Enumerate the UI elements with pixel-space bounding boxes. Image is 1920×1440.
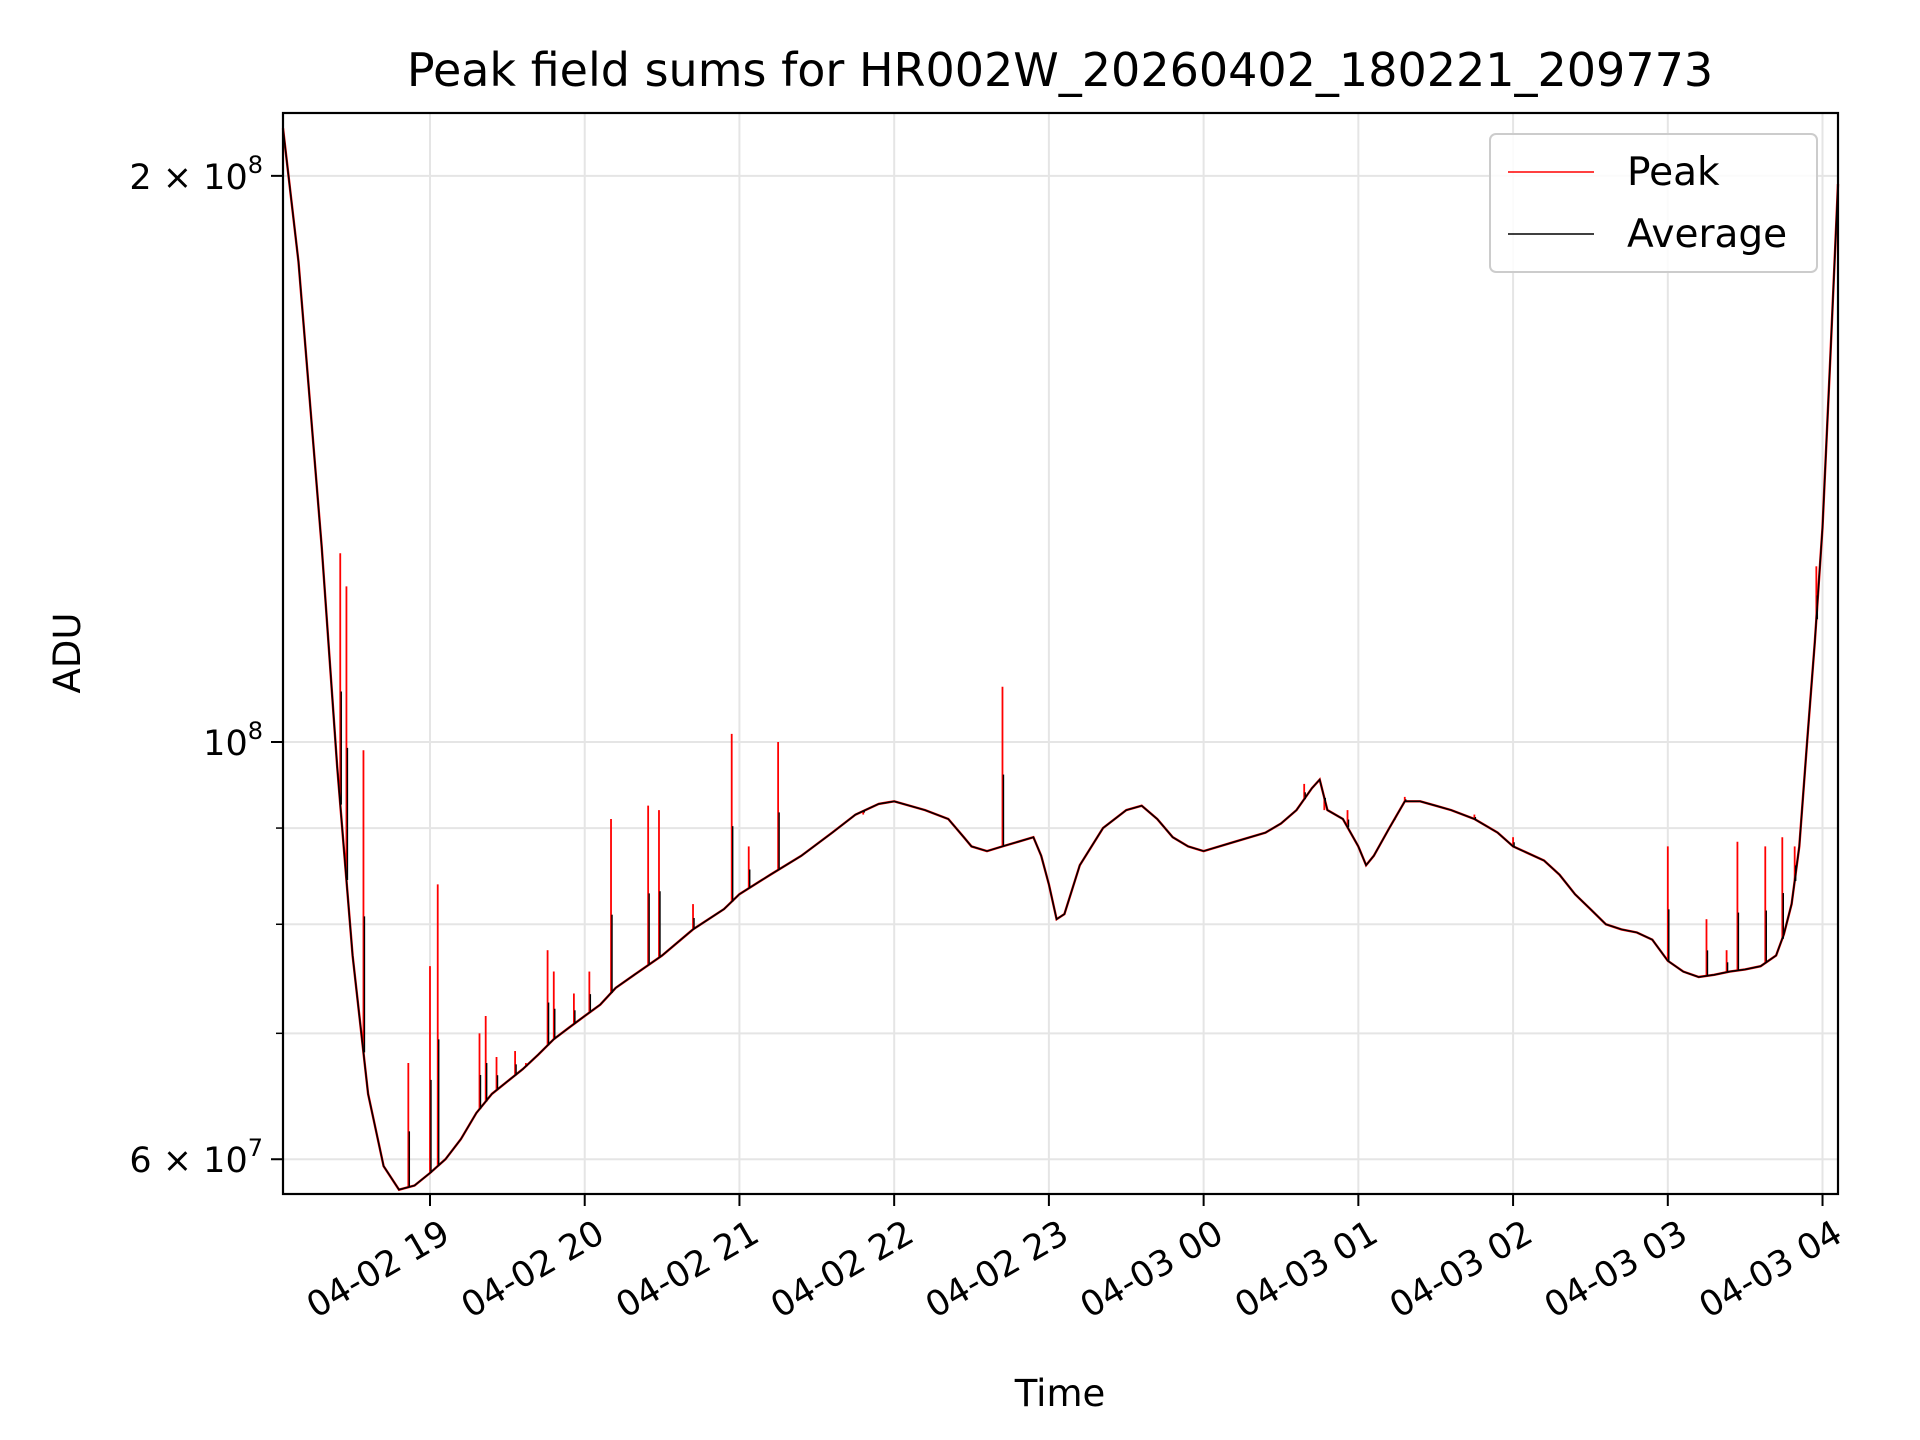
x-axis-label: Time [1014, 1372, 1106, 1415]
x-tick-label: 04-03 02 [1383, 1213, 1539, 1326]
y-tick-label: 2 × 108 [129, 151, 263, 198]
legend-peak-label: Peak [1627, 150, 1720, 195]
x-tick-label: 04-02 20 [455, 1213, 611, 1326]
x-tick-label: 04-03 01 [1229, 1213, 1385, 1326]
chart-title: Peak field sums for HR002W_20260402_1802… [407, 43, 1713, 97]
peak-series-line [281, 128, 1840, 1192]
series-layer [281, 128, 1840, 1192]
x-tick-label: 04-02 19 [300, 1213, 456, 1326]
x-tick-label: 04-02 21 [610, 1213, 766, 1326]
y-tick-label: 6 × 107 [129, 1134, 263, 1181]
plot-frame [281, 111, 1840, 1196]
legend: Peak Average [1489, 133, 1818, 273]
x-tick-label: 04-03 03 [1538, 1213, 1694, 1326]
legend-average-label: Average [1627, 212, 1787, 257]
y-tick-label: 108 [203, 717, 263, 764]
grid [283, 113, 1838, 1194]
x-tick-label: 04-03 00 [1074, 1213, 1230, 1326]
y-axis-label: ADU [46, 613, 89, 694]
x-tick-label: 04-02 23 [919, 1213, 1075, 1326]
legend-box [1489, 133, 1818, 273]
average-series-line [282, 128, 1839, 1191]
x-tick-label: 04-02 22 [764, 1213, 920, 1326]
x-tick-label: 04-03 04 [1693, 1213, 1849, 1326]
